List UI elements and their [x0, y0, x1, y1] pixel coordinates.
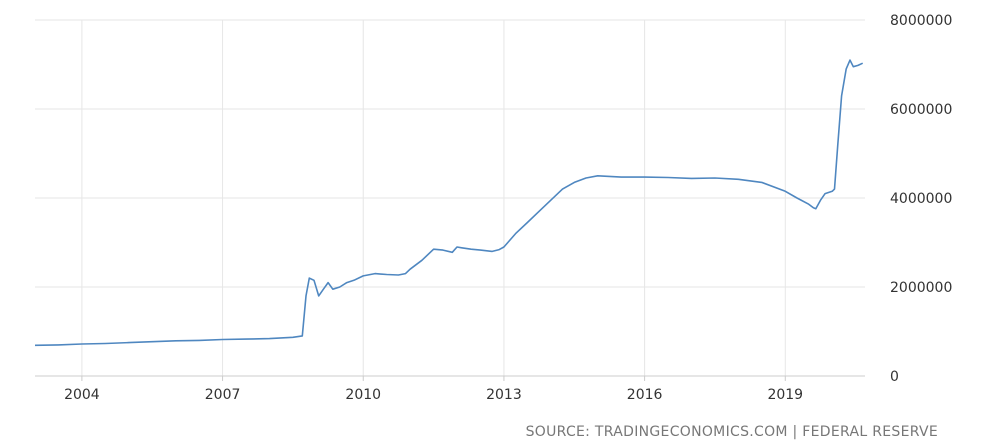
grid	[35, 19, 865, 376]
y-tick-label: 4000000	[890, 191, 952, 207]
series-line	[34, 59, 864, 347]
source-caption: SOURCE: TRADINGECONOMICS.COM | FEDERAL R…	[525, 424, 938, 440]
x-tick-label: 2004	[64, 387, 100, 403]
x-tick-label: 2016	[627, 387, 663, 403]
y-tick-label: 2000000	[890, 280, 952, 296]
y-tick-label: 8000000	[890, 13, 952, 29]
x-tick-label: 2013	[486, 387, 522, 403]
x-tick-label: 2019	[767, 387, 803, 403]
x-tick-label: 2007	[205, 387, 241, 403]
x-axis: 2004 2007 2010 2013 2016 2019	[64, 376, 803, 403]
x-tick-label: 2010	[345, 387, 381, 403]
y-tick-label: 6000000	[890, 102, 952, 118]
y-axis: 0 2000000 4000000 6000000 8000000	[890, 13, 952, 385]
y-tick-label: 0	[890, 369, 899, 385]
